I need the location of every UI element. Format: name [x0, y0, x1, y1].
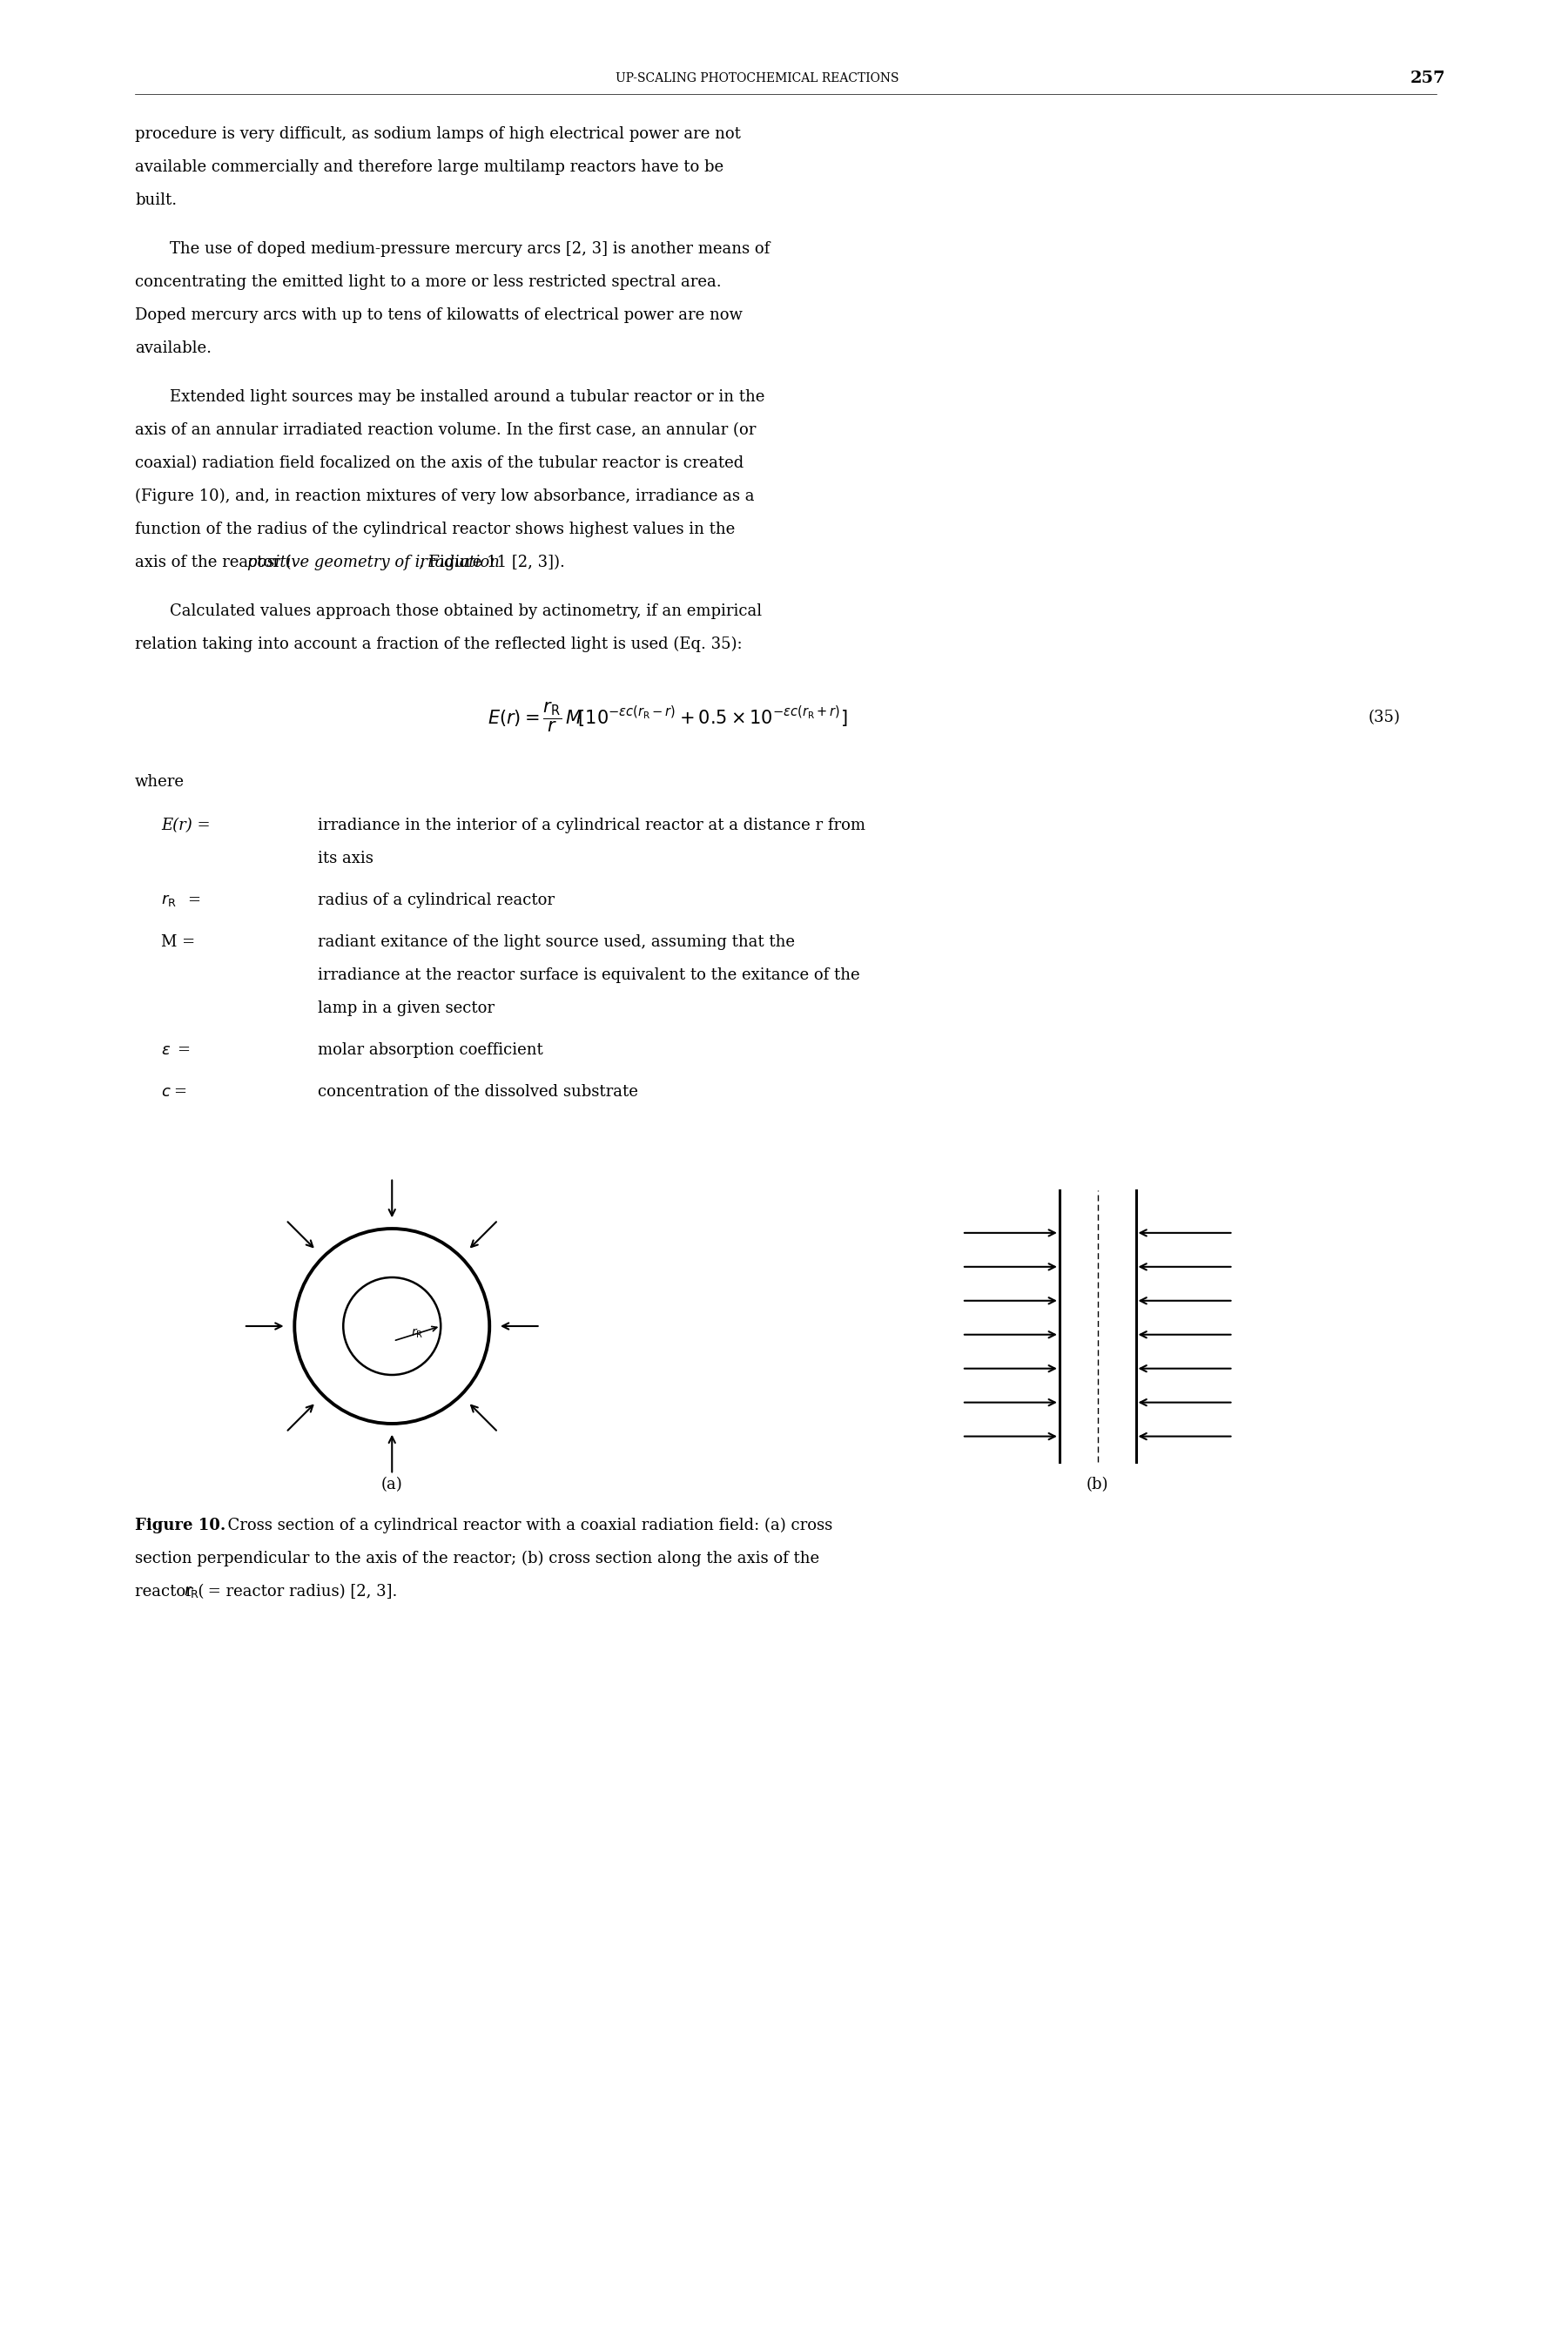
- Text: $\varepsilon$: $\varepsilon$: [162, 1041, 171, 1058]
- Text: where: where: [135, 773, 185, 790]
- Text: 257: 257: [1410, 71, 1446, 87]
- Text: available commercially and therefore large multilamp reactors have to be: available commercially and therefore lar…: [135, 160, 723, 174]
- Text: UP-SCALING PHOTOCHEMICAL REACTIONS: UP-SCALING PHOTOCHEMICAL REACTIONS: [616, 73, 898, 85]
- Text: (b): (b): [1087, 1476, 1109, 1493]
- Text: radiant exitance of the light source used, assuming that the: radiant exitance of the light source use…: [318, 933, 795, 950]
- Text: available.: available.: [135, 341, 212, 355]
- Text: irradiance in the interior of a cylindrical reactor at a distance r from: irradiance in the interior of a cylindri…: [318, 818, 866, 832]
- Text: $r_{\rm R}$: $r_{\rm R}$: [411, 1326, 423, 1340]
- Text: concentration of the dissolved substrate: concentration of the dissolved substrate: [318, 1084, 638, 1100]
- Text: (35): (35): [1369, 710, 1400, 726]
- Text: irradiance at the reactor surface is equivalent to the exitance of the: irradiance at the reactor surface is equ…: [318, 966, 859, 983]
- Text: procedure is very difficult, as sodium lamps of high electrical power are not: procedure is very difficult, as sodium l…: [135, 127, 740, 141]
- Text: coaxial) radiation field focalized on the axis of the tubular reactor is created: coaxial) radiation field focalized on th…: [135, 456, 743, 470]
- Text: =: =: [187, 893, 201, 907]
- Text: $r_{\rm R}$: $r_{\rm R}$: [162, 893, 177, 907]
- Text: axis of the reactor (: axis of the reactor (: [135, 555, 292, 571]
- Text: (Figure 10), and, in reaction mixtures of very low absorbance, irradiance as a: (Figure 10), and, in reaction mixtures o…: [135, 489, 754, 505]
- Text: radius of a cylindrical reactor: radius of a cylindrical reactor: [318, 893, 555, 907]
- Text: Figure 10.: Figure 10.: [135, 1519, 226, 1533]
- Text: $r_{\rm R}$: $r_{\rm R}$: [183, 1585, 199, 1599]
- Text: Doped mercury arcs with up to tens of kilowatts of electrical power are now: Doped mercury arcs with up to tens of ki…: [135, 308, 743, 322]
- Text: $c$: $c$: [162, 1084, 171, 1100]
- Text: concentrating the emitted light to a more or less restricted spectral area.: concentrating the emitted light to a mor…: [135, 275, 721, 289]
- Text: lamp in a given sector: lamp in a given sector: [318, 1002, 494, 1016]
- Text: =: =: [172, 1084, 187, 1100]
- Text: its axis: its axis: [318, 851, 373, 868]
- Text: =: =: [177, 1041, 190, 1058]
- Text: reactor (: reactor (: [135, 1585, 204, 1599]
- Text: = reactor radius) [2, 3].: = reactor radius) [2, 3].: [202, 1585, 397, 1599]
- Text: (a): (a): [381, 1476, 403, 1493]
- Text: E(r) =: E(r) =: [162, 818, 210, 832]
- Text: relation taking into account a fraction of the reflected light is used (Eq. 35):: relation taking into account a fraction …: [135, 637, 742, 654]
- Text: The use of doped medium-pressure mercury arcs [2, 3] is another means of: The use of doped medium-pressure mercury…: [169, 242, 770, 256]
- Text: Cross section of a cylindrical reactor with a coaxial radiation field: (a) cross: Cross section of a cylindrical reactor w…: [218, 1519, 833, 1533]
- Text: axis of an annular irradiated reaction volume. In the first case, an annular (or: axis of an annular irradiated reaction v…: [135, 423, 756, 437]
- Text: Calculated values approach those obtained by actinometry, if an empirical: Calculated values approach those obtaine…: [169, 604, 762, 618]
- Text: M =: M =: [162, 933, 194, 950]
- Text: positive geometry of irradiation: positive geometry of irradiation: [248, 555, 500, 571]
- Text: $E(r) = \dfrac{r_{\rm R}}{r}\,M\!\left[10^{-\varepsilon c(r_{\rm R}-r)} + 0.5 \t: $E(r) = \dfrac{r_{\rm R}}{r}\,M\!\left[1…: [488, 701, 848, 734]
- Text: section perpendicular to the axis of the reactor; (b) cross section along the ax: section perpendicular to the axis of the…: [135, 1552, 820, 1566]
- Text: Extended light sources may be installed around a tubular reactor or in the: Extended light sources may be installed …: [169, 390, 765, 404]
- Text: molar absorption coefficient: molar absorption coefficient: [318, 1041, 543, 1058]
- Text: built.: built.: [135, 193, 177, 209]
- Text: function of the radius of the cylindrical reactor shows highest values in the: function of the radius of the cylindrica…: [135, 522, 735, 538]
- Text: , Figure 11 [2, 3]).: , Figure 11 [2, 3]).: [419, 555, 564, 571]
